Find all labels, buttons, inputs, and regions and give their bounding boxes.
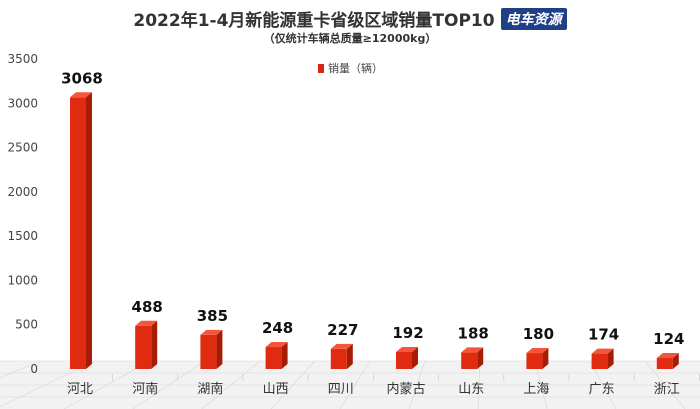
bars: [70, 92, 679, 370]
bar-side: [216, 329, 223, 369]
bar-side: [607, 348, 614, 369]
legend-swatch: [318, 63, 324, 73]
y-axis: 0 500 1000 1500 2000 2500 3000 3500: [7, 52, 38, 376]
data-label: 124: [653, 330, 684, 348]
data-label: 188: [458, 324, 489, 342]
chart-subtitle: （仅统计车辆总质量≥12000kg）: [263, 32, 437, 45]
bar: [135, 320, 158, 369]
bar-side: [542, 348, 549, 369]
floor-grid-line: [132, 360, 206, 409]
bar-top: [70, 92, 92, 98]
bar-top: [461, 347, 484, 353]
bar: [461, 347, 484, 369]
legend-label: 销量（辆）: [328, 62, 383, 75]
floor-grid-line: [339, 360, 371, 409]
x-tick-label: 河南: [132, 381, 158, 397]
bar-front: [330, 348, 347, 369]
y-tick-label: 1000: [7, 273, 38, 287]
data-label: 227: [327, 321, 358, 339]
bar-front: [70, 97, 86, 370]
x-tick-label: 内蒙古: [386, 381, 425, 397]
y-tick-label: 1500: [7, 229, 38, 243]
data-label: 192: [392, 324, 423, 342]
x-tick-label: 河北: [67, 382, 93, 397]
bar-top: [200, 329, 223, 335]
bar-top: [330, 343, 353, 349]
bar: [656, 353, 679, 369]
chart-title: 2022年1-4月新能源重卡省级区域销量TOP10 电车资源: [0, 6, 700, 31]
data-label: 3068: [61, 69, 103, 87]
chart-title-text: 2022年1-4月新能源重卡省级区域销量TOP10: [133, 11, 495, 31]
x-tick-label: 浙江: [654, 382, 680, 397]
x-tick-label: 广东: [589, 382, 615, 397]
bar-front: [396, 351, 412, 369]
bar: [396, 346, 418, 369]
data-label: 385: [197, 307, 228, 325]
bar-side: [86, 92, 92, 370]
x-tick-label: 湖南: [197, 381, 223, 397]
bar-top: [656, 353, 679, 359]
bar-front: [135, 325, 152, 369]
data-labels: 3068 488 385 248 227 192 188 180 174 124: [61, 69, 684, 348]
x-tick-label: 四川: [328, 382, 354, 397]
y-tick-label: 500: [15, 318, 38, 332]
bar: [70, 92, 92, 370]
bar-side: [281, 342, 288, 369]
y-tick-label: 3500: [7, 52, 38, 66]
legend: 销量（辆）: [318, 60, 383, 76]
floor-grid-line: [644, 360, 686, 409]
bar-front: [526, 353, 543, 369]
floor-grid-line: [408, 360, 426, 409]
data-label: 248: [262, 319, 293, 337]
bar-front: [656, 358, 673, 369]
x-tick-label: 上海: [523, 382, 549, 397]
bar: [265, 342, 288, 369]
data-label: 174: [588, 326, 619, 344]
data-label: 488: [132, 298, 163, 316]
x-tick-label: 山东: [458, 382, 484, 397]
bar-top: [526, 348, 549, 354]
y-tick-label: 3000: [7, 96, 38, 110]
bar-top: [591, 348, 614, 354]
data-label: 180: [523, 325, 554, 343]
bar-side: [151, 320, 158, 369]
x-axis: 河北 河南 湖南 山西 四川 内蒙古 山东 上海 广东 浙江: [67, 374, 700, 397]
y-tick-label: 0: [30, 362, 38, 376]
floor-grid-line: [270, 360, 316, 409]
bar-front: [265, 347, 282, 369]
bar: [591, 348, 614, 369]
y-tick-label: 2500: [7, 141, 38, 155]
bar-side: [672, 353, 679, 369]
bar-side: [477, 347, 484, 369]
y-tick-label: 2000: [7, 185, 38, 199]
bar: [526, 348, 549, 369]
bar: [330, 343, 353, 369]
floor-grid-line: [0, 360, 41, 379]
bar: [200, 329, 223, 369]
bar-side: [412, 346, 418, 369]
brand-logo: 电车资源: [500, 8, 567, 30]
floor-grid-line: [477, 360, 481, 409]
bar-top: [396, 346, 418, 352]
bar-top: [135, 320, 158, 326]
bar-top: [265, 342, 288, 348]
bar-side: [346, 343, 353, 369]
bar-front: [461, 352, 478, 369]
x-tick-label: 山西: [263, 382, 289, 397]
bar-front: [200, 334, 217, 369]
floor-grid-line: [201, 360, 261, 409]
bar-front: [591, 353, 608, 369]
